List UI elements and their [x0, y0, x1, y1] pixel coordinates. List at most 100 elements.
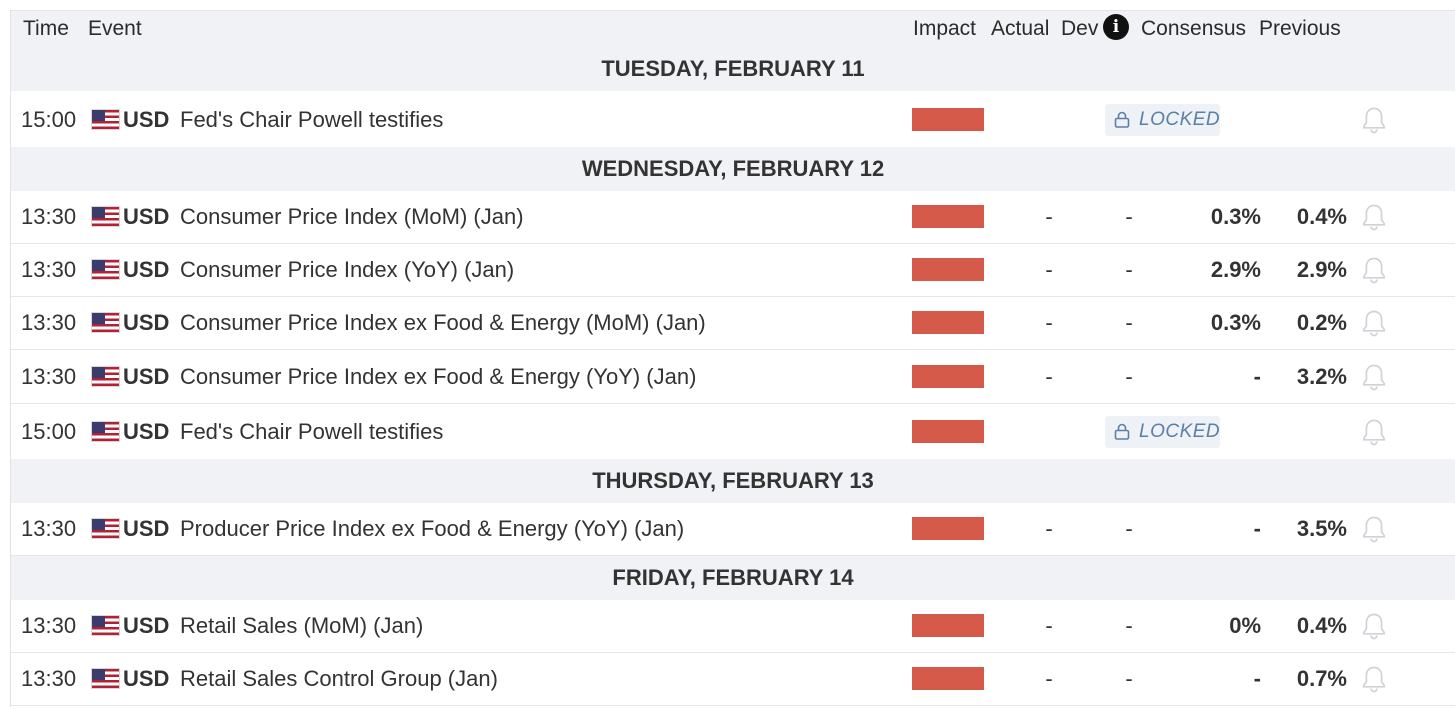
event-row[interactable]: 13:30 USD Producer Price Index ex Food & E… [11, 503, 1455, 556]
impact-high-bar [912, 205, 984, 228]
event-row[interactable]: 13:30 USD Retail Sales Control Group (Jan)… [11, 653, 1455, 706]
dev-value: - [1125, 257, 1133, 282]
consensus-value: 0% [1229, 613, 1261, 638]
locked-badge[interactable]: LOCKED [1105, 104, 1220, 136]
consensus-value: - [1253, 364, 1261, 389]
info-icon[interactable]: i [1103, 14, 1129, 40]
event-name[interactable]: Producer Price Index ex Food & Energy (Y… [180, 516, 685, 541]
previous-value: 0.7% [1296, 666, 1347, 691]
day-header: THURSDAY, FEBRUARY 13 [11, 459, 1455, 503]
event-currency: USD [123, 364, 170, 389]
dev-value: - [1125, 310, 1133, 335]
bell-icon[interactable] [1360, 362, 1388, 392]
event-row[interactable]: 13:30 USD Retail Sales (MoM) (Jan) - - 0% 0.4% [11, 600, 1455, 653]
dev-value: - [1125, 516, 1133, 541]
actual-value: - [1045, 516, 1053, 541]
event-currency: USD [123, 310, 170, 335]
us-flag-icon [91, 421, 120, 442]
bell-icon[interactable] [1360, 202, 1388, 232]
event-name[interactable]: Fed's Chair Powell testifies [180, 419, 444, 444]
column-header-dev[interactable]: Dev [1061, 17, 1099, 40]
actual-value: - [1045, 257, 1053, 282]
event-currency: USD [123, 666, 170, 691]
consensus-value: 0.3% [1210, 204, 1261, 229]
column-header-event[interactable]: Event [88, 17, 142, 40]
event-name[interactable]: Consumer Price Index ex Food & Energy (M… [180, 310, 706, 335]
locked-label: LOCKED [1139, 109, 1221, 130]
dev-value: - [1125, 613, 1133, 638]
locked-badge[interactable]: LOCKED [1105, 416, 1220, 448]
bell-icon[interactable] [1360, 611, 1388, 641]
event-name[interactable]: Retail Sales Control Group (Jan) [180, 666, 498, 691]
event-time: 13:30 [21, 613, 77, 638]
event-row[interactable]: 13:30 USD Consumer Price Index ex Food & E… [11, 350, 1455, 404]
bell-icon[interactable] [1360, 308, 1388, 338]
column-header-previous[interactable]: Previous [1259, 17, 1341, 40]
economic-calendar: Time Event Impact Actual Dev i Consensus… [10, 10, 1455, 707]
bell-icon[interactable] [1360, 105, 1388, 135]
previous-value: 0.4% [1296, 613, 1347, 638]
event-currency: USD [123, 204, 170, 229]
day-header: WEDNESDAY, FEBRUARY 12 [11, 147, 1455, 191]
event-row[interactable]: 15:00 USD Fed's Chair Powell testifies LOCK… [11, 404, 1455, 461]
impact-high-bar [912, 614, 984, 637]
lock-icon [1114, 111, 1130, 128]
us-flag-icon [91, 366, 120, 387]
event-currency: USD [123, 613, 170, 638]
event-time: 15:00 [21, 107, 77, 132]
lock-icon [1114, 423, 1130, 440]
us-flag-icon [91, 615, 120, 636]
event-time: 13:30 [21, 204, 77, 229]
previous-value: 0.2% [1296, 310, 1347, 335]
event-time: 13:30 [21, 516, 77, 541]
previous-value: 3.5% [1296, 516, 1347, 541]
event-time: 15:00 [21, 419, 77, 444]
dev-value: - [1125, 364, 1133, 389]
bell-icon[interactable] [1360, 255, 1388, 285]
event-row[interactable]: 13:30 USD Consumer Price Index (MoM) (Jan)… [11, 191, 1455, 244]
previous-value: 2.9% [1296, 257, 1347, 282]
event-currency: USD [123, 419, 170, 444]
dev-value: - [1125, 666, 1133, 691]
event-currency: USD [123, 107, 170, 132]
table-header: Time Event Impact Actual Dev i Consensus… [11, 10, 1455, 48]
impact-high-bar [912, 667, 984, 690]
day-header: FRIDAY, FEBRUARY 14 [11, 556, 1455, 600]
actual-value: - [1045, 364, 1053, 389]
column-header-time[interactable]: Time [23, 17, 69, 40]
column-header-impact[interactable]: Impact [913, 17, 977, 40]
event-currency: USD [123, 516, 170, 541]
consensus-value: - [1253, 666, 1261, 691]
impact-high-bar [912, 108, 984, 131]
us-flag-icon [91, 668, 120, 689]
locked-label: LOCKED [1139, 421, 1221, 442]
actual-value: - [1045, 310, 1053, 335]
actual-value: - [1045, 666, 1053, 691]
actual-value: - [1045, 204, 1053, 229]
event-name[interactable]: Retail Sales (MoM) (Jan) [180, 613, 424, 638]
event-name[interactable]: Fed's Chair Powell testifies [180, 107, 444, 132]
consensus-value: 2.9% [1210, 257, 1261, 282]
event-row[interactable]: 13:30 USD Consumer Price Index (YoY) (Jan)… [11, 244, 1455, 297]
us-flag-icon [91, 518, 120, 539]
impact-high-bar [912, 258, 984, 281]
event-time: 13:30 [21, 364, 77, 389]
event-currency: USD [123, 257, 170, 282]
event-row[interactable]: 15:00 USD Fed's Chair Powell testifies LOCK… [11, 92, 1455, 148]
event-row[interactable]: 13:30 USD Consumer Price Index ex Food & E… [11, 297, 1455, 350]
event-name[interactable]: Consumer Price Index ex Food & Energy (Y… [180, 364, 697, 389]
us-flag-icon [91, 206, 120, 227]
us-flag-icon [91, 312, 120, 333]
bell-icon[interactable] [1360, 514, 1388, 544]
impact-high-bar [912, 517, 984, 540]
bell-icon[interactable] [1360, 417, 1388, 447]
event-time: 13:30 [21, 666, 77, 691]
event-name[interactable]: Consumer Price Index (MoM) (Jan) [180, 204, 524, 229]
bell-icon[interactable] [1360, 664, 1388, 694]
actual-value: - [1045, 613, 1053, 638]
column-header-actual[interactable]: Actual [991, 17, 1050, 40]
consensus-value: - [1253, 516, 1261, 541]
event-name[interactable]: Consumer Price Index (YoY) (Jan) [180, 257, 515, 282]
impact-high-bar [912, 365, 984, 388]
column-header-consensus[interactable]: Consensus [1141, 17, 1247, 40]
